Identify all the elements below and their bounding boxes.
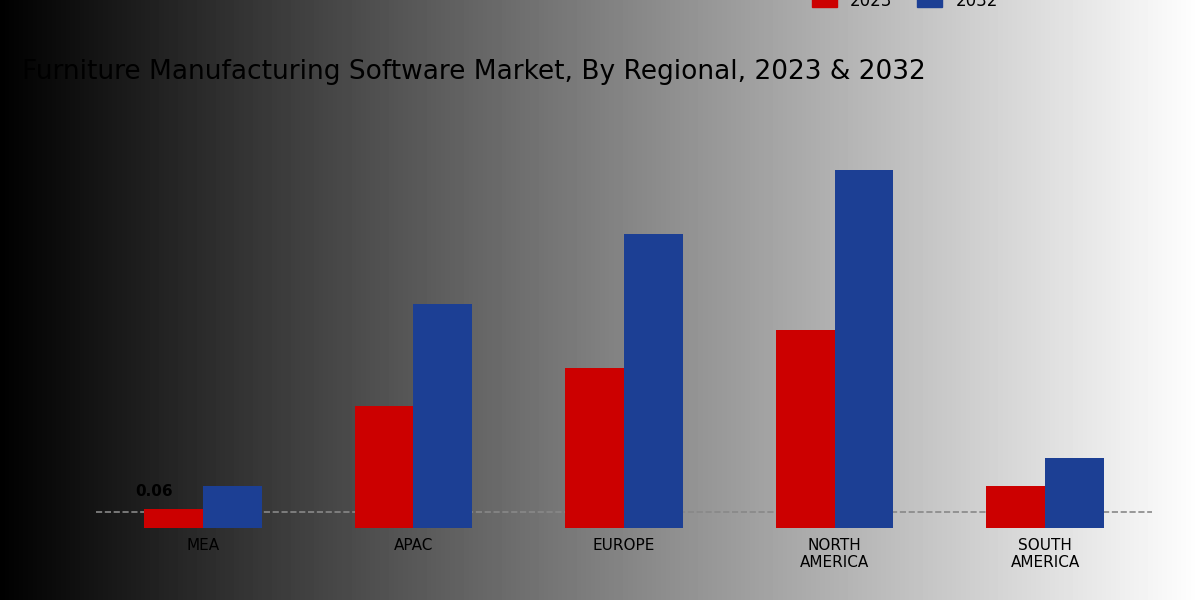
Bar — [624, 233, 683, 528]
Bar — [203, 487, 262, 528]
Bar — [565, 368, 624, 528]
Bar — [1045, 458, 1104, 528]
Bar — [354, 406, 414, 528]
Bar — [414, 304, 473, 528]
Legend: 2023, 2032: 2023, 2032 — [803, 0, 1007, 18]
Bar — [834, 170, 894, 528]
Bar — [775, 329, 834, 528]
Text: 0.06: 0.06 — [136, 484, 173, 499]
Bar — [986, 487, 1045, 528]
Text: Furniture Manufacturing Software Market, By Regional, 2023 & 2032: Furniture Manufacturing Software Market,… — [22, 59, 926, 85]
Bar — [144, 509, 203, 528]
